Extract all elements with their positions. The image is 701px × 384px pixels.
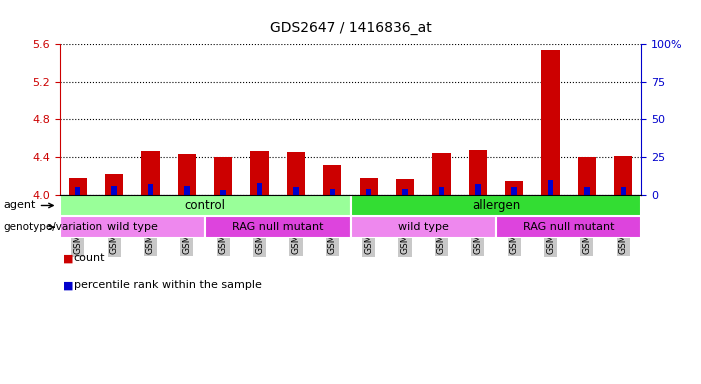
- Text: allergen: allergen: [472, 199, 520, 212]
- Bar: [360, 178, 378, 195]
- Bar: [584, 187, 590, 195]
- Bar: [350, 216, 496, 238]
- Text: count: count: [74, 253, 105, 263]
- Bar: [469, 151, 487, 195]
- Text: RAG null mutant: RAG null mutant: [232, 222, 324, 232]
- Bar: [433, 153, 451, 195]
- Bar: [111, 185, 117, 195]
- Text: genotype/variation: genotype/variation: [4, 222, 102, 232]
- Bar: [512, 187, 517, 195]
- Bar: [350, 195, 641, 216]
- Bar: [105, 174, 123, 195]
- Bar: [178, 154, 196, 195]
- Bar: [205, 216, 350, 238]
- Bar: [60, 216, 205, 238]
- Bar: [60, 195, 350, 216]
- Bar: [293, 187, 299, 195]
- Bar: [620, 187, 626, 195]
- Bar: [578, 157, 596, 195]
- Bar: [221, 190, 226, 195]
- Bar: [257, 182, 262, 195]
- Bar: [402, 189, 408, 195]
- Bar: [505, 182, 523, 195]
- Bar: [329, 189, 335, 195]
- Bar: [184, 185, 189, 195]
- Bar: [475, 184, 480, 195]
- Bar: [69, 178, 87, 195]
- Bar: [148, 184, 154, 195]
- Bar: [287, 152, 305, 195]
- Text: RAG null mutant: RAG null mutant: [523, 222, 615, 232]
- Text: agent: agent: [4, 200, 36, 210]
- Text: control: control: [184, 199, 226, 212]
- Bar: [547, 180, 553, 195]
- Bar: [496, 216, 641, 238]
- Bar: [366, 189, 372, 195]
- Text: wild type: wild type: [107, 222, 158, 232]
- Bar: [439, 187, 444, 195]
- Bar: [614, 156, 632, 195]
- Text: ■: ■: [63, 280, 74, 290]
- Bar: [214, 157, 232, 195]
- Bar: [396, 179, 414, 195]
- Text: percentile rank within the sample: percentile rank within the sample: [74, 280, 261, 290]
- Text: ■: ■: [63, 253, 74, 263]
- Text: GDS2647 / 1416836_at: GDS2647 / 1416836_at: [270, 21, 431, 35]
- Bar: [323, 164, 341, 195]
- Bar: [250, 151, 268, 195]
- Text: wild type: wild type: [397, 222, 449, 232]
- Bar: [541, 50, 559, 195]
- Bar: [75, 187, 81, 195]
- Bar: [142, 151, 160, 195]
